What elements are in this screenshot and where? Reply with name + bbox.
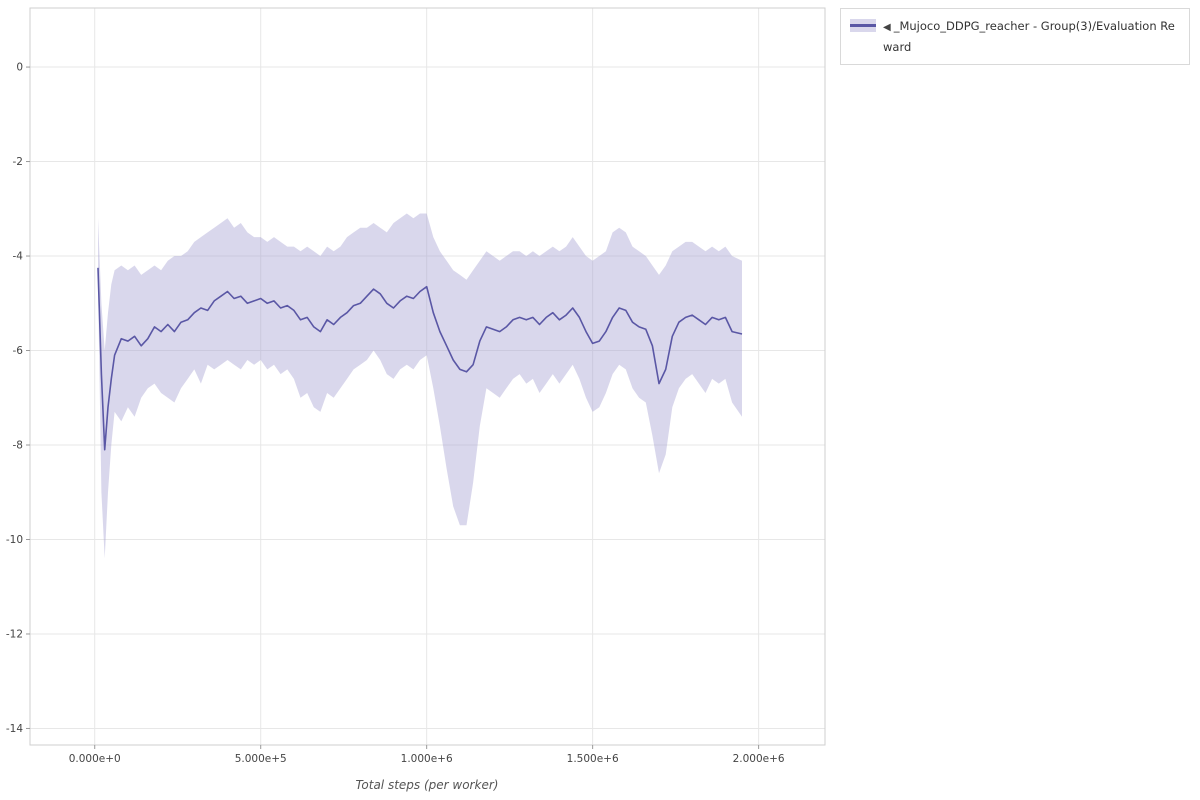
x-tick-label: 1.000e+6	[401, 753, 453, 765]
legend-swatch	[850, 19, 876, 32]
y-tick-label: 0	[16, 62, 23, 74]
y-tick-label: -2	[13, 156, 23, 168]
y-tick-label: -4	[13, 251, 24, 263]
x-tick-label: 5.000e+5	[235, 753, 287, 765]
legend: ◀ _Mujoco_DDPG_reacher - Group(3)/Evaluat…	[840, 8, 1190, 65]
mean-line	[97, 267, 743, 451]
y-tick-label: -12	[6, 628, 23, 640]
legend-item-label[interactable]: ◀ _Mujoco_DDPG_reacher - Group(3)/Evaluat…	[883, 16, 1180, 57]
y-tick-label: -14	[6, 723, 23, 735]
y-tick-label: -6	[13, 345, 24, 357]
x-tick-label: 2.000e+6	[733, 753, 785, 765]
legend-series-name: _Mujoco_DDPG_reacher - Group(3)/Evaluati…	[883, 19, 1175, 54]
confidence-band	[98, 213, 742, 559]
x-axis-label: Total steps (per worker)	[355, 778, 499, 792]
x-tick-label: 1.500e+6	[567, 753, 619, 765]
plot-border	[29, 7, 826, 746]
y-tick-label: -8	[13, 440, 23, 452]
x-tick-label: 0.000e+0	[69, 753, 121, 765]
legend-collapse-icon[interactable]: ◀	[883, 22, 891, 33]
y-tick-label: -10	[6, 534, 23, 546]
legend-swatch-line	[850, 24, 876, 27]
